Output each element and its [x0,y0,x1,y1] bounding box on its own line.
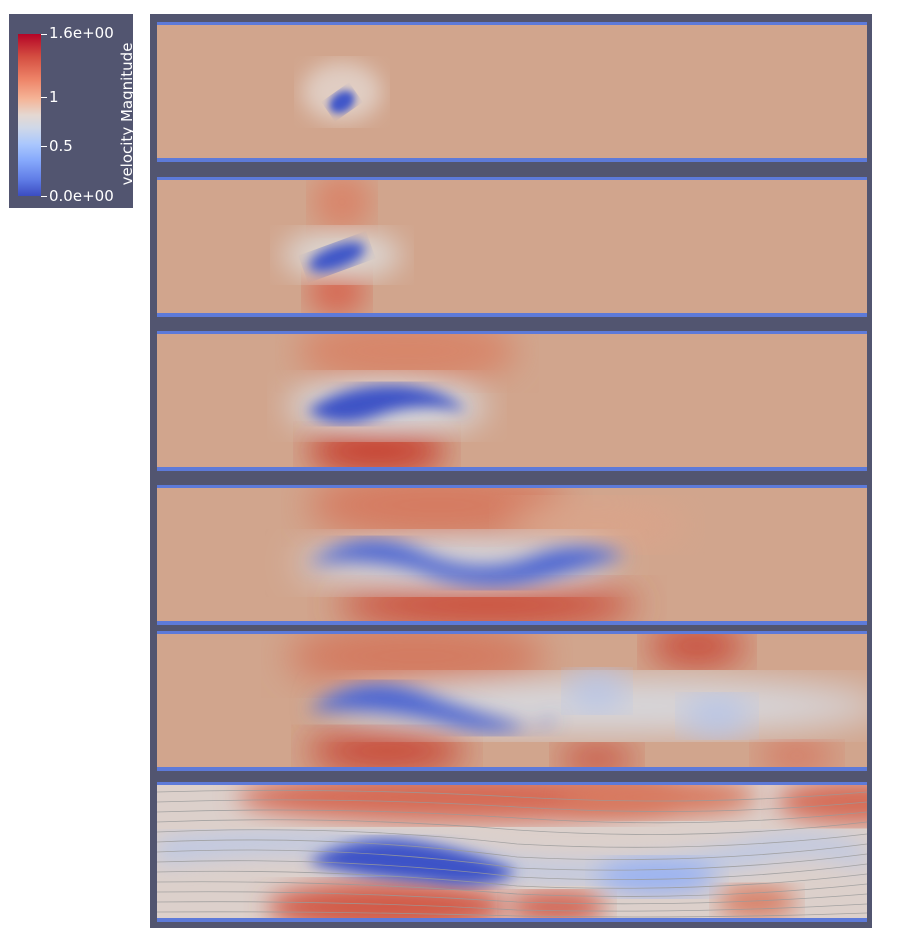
colorbar-label-max: 1.6e+00 [49,26,114,41]
colorbar-label-min: 0.0e+00 [49,189,114,204]
colorbar-gradient [18,34,41,196]
colorbar-title: velocity Magnitude [118,43,136,186]
flow-panel-4 [157,485,867,625]
colorbar-tick-1 [41,97,47,98]
flow-panel-2 [157,177,867,317]
colorbar-label-0-5: 0.5 [49,139,73,154]
colorbar-label-1: 1 [49,90,59,105]
flow-panel-5 [157,631,867,771]
colorbar-legend: 1.6e+00 1 0.5 0.0e+00 velocity Magnitude [9,14,133,208]
flow-panel-6-streamlines [157,782,867,922]
colorbar-tick-max [41,34,47,35]
colorbar-tick-0-5 [41,146,47,147]
colorbar-tick-min [41,196,47,197]
flow-panel-1 [157,22,867,162]
flow-panel-3 [157,331,867,471]
